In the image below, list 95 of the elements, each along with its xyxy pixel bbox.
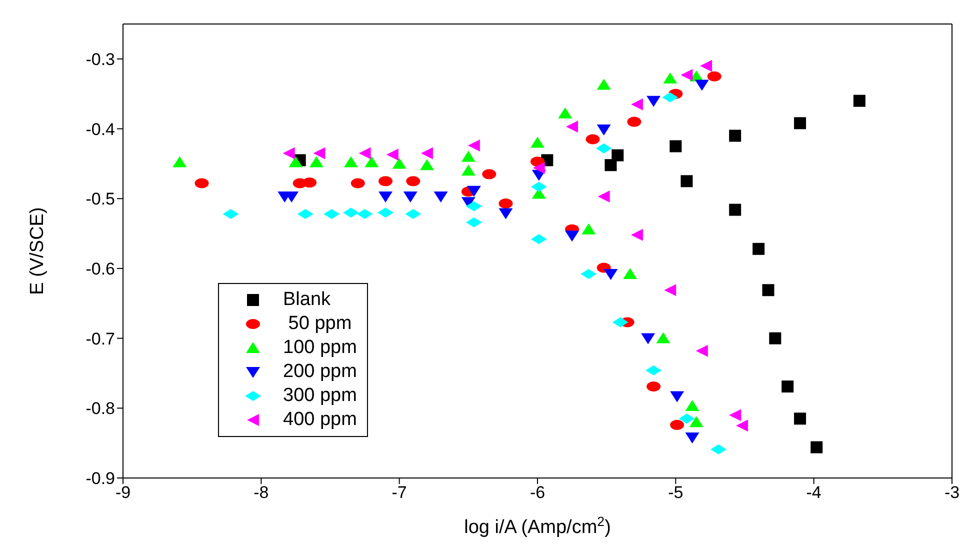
point bbox=[762, 284, 774, 296]
point bbox=[302, 178, 317, 188]
point bbox=[530, 136, 544, 148]
legend-label: 400 ppm bbox=[283, 409, 357, 431]
point bbox=[604, 159, 617, 172]
x-tick-label: -3 bbox=[944, 483, 960, 502]
point bbox=[729, 130, 742, 142]
point bbox=[194, 178, 209, 188]
point bbox=[680, 175, 693, 188]
legend-label: Blank bbox=[283, 289, 331, 311]
point bbox=[612, 149, 624, 162]
y-tick-label: -0.3 bbox=[86, 50, 115, 69]
point bbox=[853, 94, 866, 107]
point bbox=[604, 269, 618, 280]
legend-label: 200 ppm bbox=[283, 361, 357, 383]
point bbox=[172, 156, 187, 168]
point bbox=[406, 176, 420, 186]
point bbox=[288, 156, 303, 168]
point bbox=[461, 150, 476, 162]
point bbox=[646, 96, 661, 107]
point bbox=[782, 380, 794, 392]
point bbox=[386, 148, 398, 161]
point bbox=[736, 420, 748, 432]
point bbox=[696, 344, 708, 357]
point bbox=[378, 176, 393, 186]
point bbox=[670, 391, 684, 402]
x-tick-label: -7 bbox=[392, 483, 407, 502]
point bbox=[810, 441, 823, 454]
point bbox=[752, 242, 765, 255]
point bbox=[313, 147, 326, 160]
point bbox=[582, 223, 596, 234]
point bbox=[664, 284, 676, 296]
y-tick-label: -0.7 bbox=[86, 329, 115, 348]
y-tick-label: -0.4 bbox=[86, 120, 115, 139]
point bbox=[598, 190, 610, 203]
point bbox=[670, 420, 684, 430]
legend-label: 300 ppm bbox=[283, 385, 357, 407]
x-tick-label: -8 bbox=[254, 483, 269, 502]
y-tick-label: -0.6 bbox=[86, 259, 115, 278]
point bbox=[630, 98, 643, 110]
point bbox=[482, 169, 496, 180]
y-tick-label: -0.5 bbox=[86, 190, 115, 209]
point bbox=[729, 409, 742, 422]
x-axis-title: log i/A (Amp/cm$^{2}$) bbox=[464, 514, 611, 538]
point bbox=[350, 178, 365, 188]
x-tick-label: -6 bbox=[530, 483, 546, 502]
point bbox=[532, 162, 545, 174]
x-tick-label: -5 bbox=[668, 483, 684, 502]
point bbox=[596, 124, 611, 136]
point bbox=[420, 147, 433, 160]
point bbox=[498, 198, 513, 209]
x-tick-label: -4 bbox=[806, 483, 822, 502]
point bbox=[344, 156, 358, 168]
point bbox=[282, 147, 295, 160]
point bbox=[378, 192, 393, 203]
point bbox=[707, 71, 722, 82]
point bbox=[623, 268, 638, 280]
point bbox=[468, 140, 480, 152]
point bbox=[700, 60, 712, 72]
point bbox=[392, 158, 406, 169]
point bbox=[680, 68, 693, 81]
point bbox=[670, 140, 682, 152]
point bbox=[566, 120, 578, 133]
y-tick-label: -0.8 bbox=[86, 399, 115, 418]
point bbox=[689, 416, 704, 428]
point bbox=[694, 80, 709, 91]
point bbox=[466, 186, 481, 197]
y-tick-label: -0.9 bbox=[86, 469, 115, 488]
point bbox=[586, 134, 600, 144]
point bbox=[685, 432, 700, 444]
point bbox=[641, 333, 656, 344]
point bbox=[358, 147, 371, 160]
point bbox=[461, 164, 476, 176]
point bbox=[656, 332, 670, 344]
point bbox=[420, 159, 434, 170]
point bbox=[685, 400, 700, 412]
point bbox=[627, 116, 642, 127]
point bbox=[663, 72, 678, 84]
point bbox=[364, 156, 379, 168]
point bbox=[498, 208, 513, 220]
point bbox=[403, 192, 418, 203]
point bbox=[309, 156, 324, 168]
x-tick-label: -9 bbox=[115, 483, 131, 502]
point bbox=[769, 332, 782, 344]
point bbox=[558, 107, 572, 118]
legend-label: 50 ppm bbox=[287, 313, 352, 335]
point bbox=[794, 412, 806, 425]
legend-label: 100 ppm bbox=[283, 337, 357, 359]
point bbox=[794, 117, 806, 130]
point bbox=[630, 228, 643, 241]
y-axis-title: E (V/SCE) bbox=[27, 207, 48, 295]
point bbox=[565, 230, 580, 242]
point bbox=[729, 204, 742, 216]
point bbox=[596, 78, 611, 90]
point bbox=[434, 192, 448, 203]
